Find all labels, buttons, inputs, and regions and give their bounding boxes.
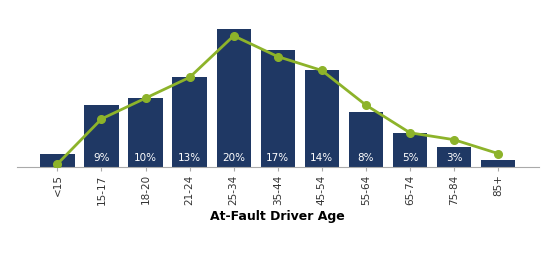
Bar (217, 29, 251, 167)
Bar (128, 98, 163, 167)
Text: 3%: 3% (446, 153, 462, 163)
Bar (481, 160, 515, 167)
Bar (305, 70, 339, 167)
Bar (261, 50, 295, 167)
Bar (40, 154, 75, 167)
Bar (84, 105, 119, 167)
Text: 10%: 10% (134, 153, 157, 163)
Text: 8%: 8% (358, 153, 374, 163)
X-axis label: At-Fault Driver Age: At-Fault Driver Age (210, 210, 345, 223)
Bar (393, 133, 427, 167)
Text: 17%: 17% (266, 153, 289, 163)
Text: 9%: 9% (94, 153, 110, 163)
Bar (173, 77, 207, 167)
Bar (349, 112, 383, 167)
Text: 13%: 13% (178, 153, 201, 163)
Text: 20%: 20% (222, 153, 245, 163)
Text: 5%: 5% (402, 153, 418, 163)
Text: 14%: 14% (310, 153, 333, 163)
Bar (437, 147, 471, 167)
